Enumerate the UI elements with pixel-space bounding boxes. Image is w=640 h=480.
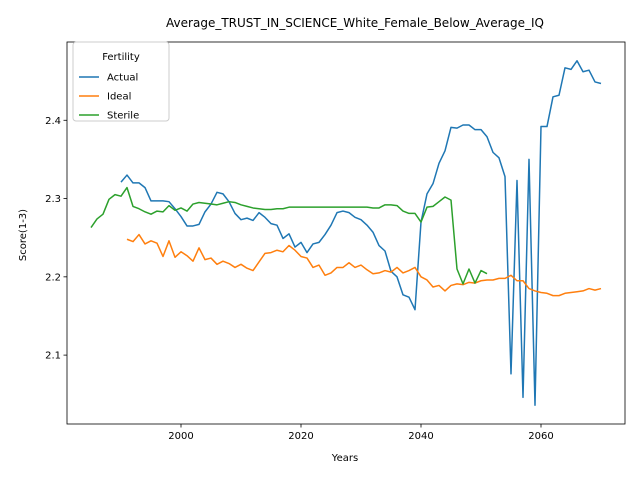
y-tick-label: 2.2	[45, 272, 61, 283]
legend-title: Fertility	[102, 52, 140, 63]
series-layer	[90, 60, 602, 406]
y-tick-label: 2.4	[45, 116, 61, 127]
x-tick-label: 2000	[168, 431, 193, 442]
series-line-ideal	[126, 233, 602, 297]
x-tick-label: 2060	[528, 431, 553, 442]
legend-label-sterile: Sterile	[107, 111, 139, 122]
series-line-actual	[120, 60, 602, 406]
legend-label-ideal: Ideal	[107, 92, 131, 103]
axes-layer: 2000 2020 2040 2060 2.1 2.2 2.3 2.4	[45, 116, 554, 442]
y-tick-label: 2.3	[45, 194, 61, 205]
x-tick-label: 2040	[408, 431, 433, 442]
chart-title: Average_TRUST_IN_SCIENCE_White_Female_Be…	[166, 16, 544, 30]
series-line-sterile	[90, 186, 488, 285]
x-tick-label: 2020	[288, 431, 313, 442]
plot-frame	[66, 41, 626, 425]
legend-box	[72, 41, 170, 122]
legend: Fertility Actual Ideal Sterile	[72, 41, 170, 122]
y-tick-label: 2.1	[45, 351, 61, 362]
legend-label-actual: Actual	[107, 73, 138, 84]
x-axis-label: Years	[331, 453, 358, 464]
y-axis-label: Score(1-3)	[18, 209, 29, 261]
